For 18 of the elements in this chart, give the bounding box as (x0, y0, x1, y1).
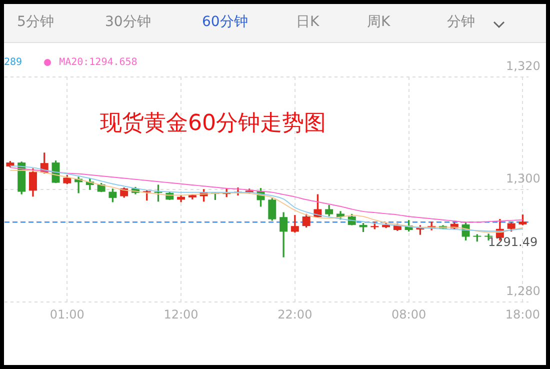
y-tick-label: 1,280 (506, 284, 540, 298)
text: 周K (367, 13, 390, 31)
x-tick-label: 22:00 (278, 307, 312, 322)
y-tick-label: 1,320 (506, 59, 540, 74)
text: 现货黄金60分钟走势图 (100, 110, 326, 138)
text: 30分钟 (105, 13, 151, 31)
x-tick-label: 18:00 (505, 307, 540, 322)
x-tick-label: 01:00 (50, 307, 84, 322)
text: 日K (296, 13, 320, 31)
legend-label: MA20:1294.658 (59, 57, 138, 68)
text: 60分钟 (202, 13, 248, 31)
y-tick-label: 1,300 (506, 172, 540, 186)
text: 289 (4, 57, 22, 68)
annotation: 1291.49 (488, 235, 538, 249)
text: 5分钟 (17, 13, 54, 31)
x-tick-label: 08:00 (392, 307, 426, 322)
x-tick-label: 12:00 (164, 307, 198, 322)
text: 分钟 (447, 13, 475, 31)
